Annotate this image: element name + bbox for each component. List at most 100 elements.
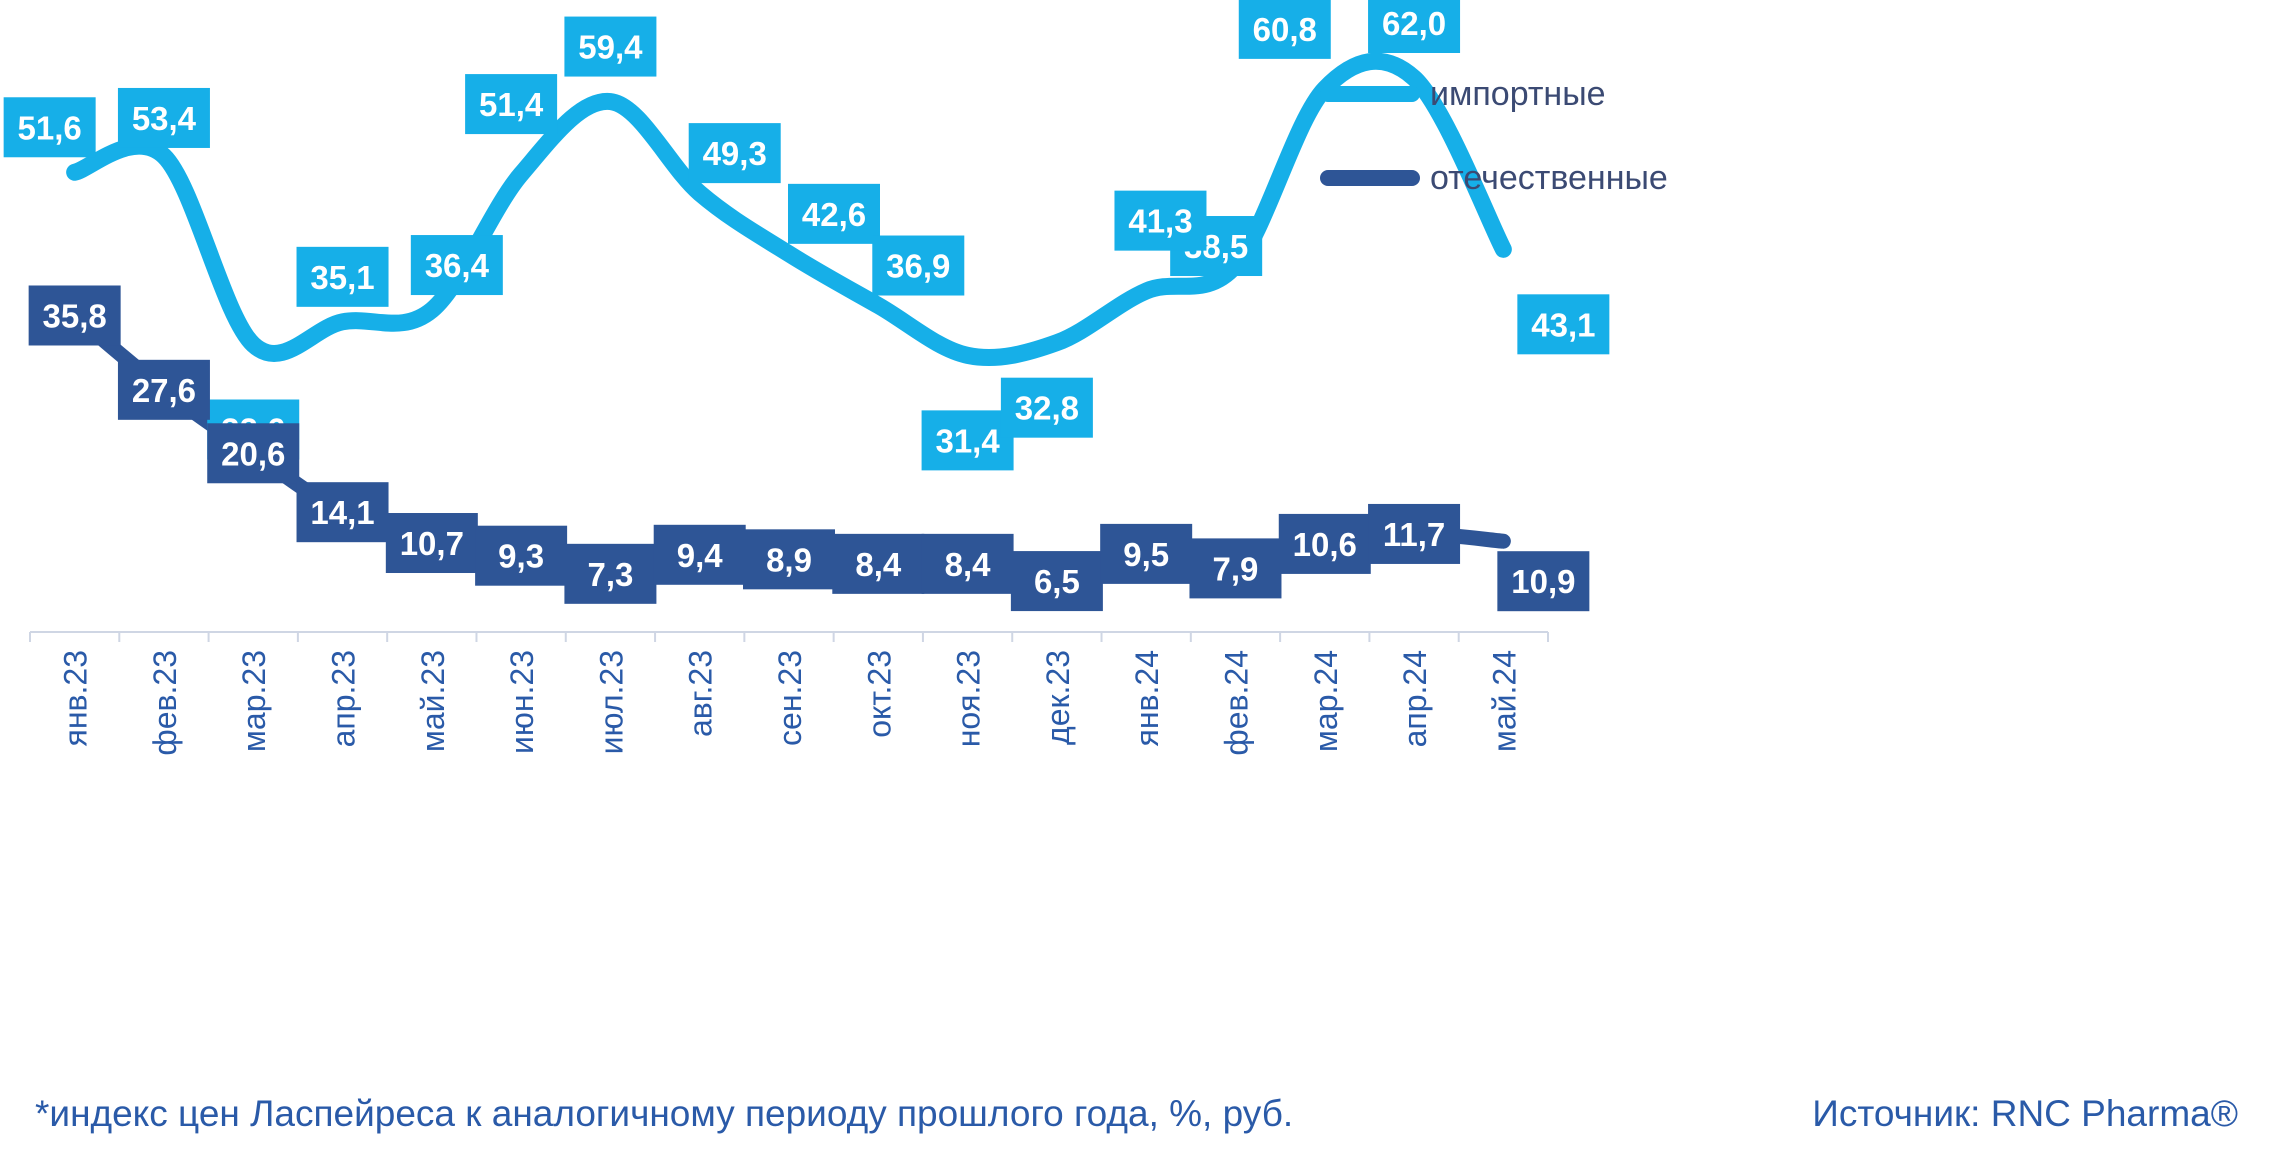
data-label-text: 9,3 (498, 538, 544, 575)
data-label-text: 59,4 (578, 29, 643, 66)
data-label-domestic: 27,6 (117, 359, 210, 420)
data-label-text: 6,5 (1034, 563, 1080, 600)
data-label-text: 32,8 (1015, 390, 1079, 427)
x-tick-label: дек.23 (1040, 650, 1076, 745)
data-label-box (1517, 294, 1610, 355)
data-label-imports: 62,0 (1368, 0, 1461, 53)
data-label-text: 27,6 (132, 372, 196, 409)
data-label-text: 51,4 (479, 86, 544, 123)
data-label-box (1238, 0, 1331, 59)
legend-label-domestic: отечественные (1430, 158, 1668, 197)
x-tick-label: янв.23 (58, 650, 94, 746)
data-label-domestic: 7,9 (1189, 538, 1282, 599)
data-label-imports: 36,9 (872, 235, 965, 296)
x-tick-label: ноя.23 (951, 650, 987, 747)
x-tick-label: авг.23 (683, 650, 719, 737)
data-label-box (1100, 523, 1193, 584)
data-label-text: 7,3 (587, 556, 633, 593)
data-label-box (1497, 551, 1590, 612)
data-label-box (117, 359, 210, 420)
data-label-text: 35,1 (310, 259, 374, 296)
data-label-text: 60,8 (1253, 11, 1317, 48)
data-label-text: 8,9 (766, 541, 812, 578)
data-label-box (410, 235, 503, 296)
data-label-text: 8,4 (855, 546, 902, 583)
data-label-domestic: 14,1 (296, 482, 389, 543)
x-tick-label: фев.24 (1218, 650, 1254, 756)
data-label-domestic: 20,6 (207, 423, 300, 484)
source-note: Источник: RNC Pharma® (1812, 1093, 2238, 1134)
data-label-text: 10,7 (400, 525, 464, 562)
data-label-domestic: 8,4 (921, 533, 1014, 594)
x-tick-label: май.23 (415, 650, 451, 752)
data-label-imports: 32,8 (1000, 377, 1093, 438)
data-label-box (688, 123, 781, 184)
data-label-text: 43,1 (1531, 306, 1595, 343)
data-label-domestic: 8,9 (743, 529, 835, 590)
data-label-text: 62,0 (1382, 5, 1446, 42)
data-label-imports: 51,6 (3, 97, 96, 158)
data-label-text: 20,6 (221, 435, 285, 472)
data-label-domestic: 11,7 (1368, 503, 1461, 564)
data-label-box (564, 543, 657, 604)
x-tick-label: апр.24 (1397, 650, 1433, 747)
data-label-text: 14,1 (310, 494, 374, 531)
data-label-box (564, 16, 657, 77)
data-label-box (872, 235, 965, 296)
data-label-domestic: 10,7 (385, 513, 478, 574)
data-label-text: 10,6 (1293, 526, 1357, 563)
data-label-domestic: 7,3 (564, 543, 657, 604)
data-label-box (1010, 551, 1103, 612)
data-label-box (832, 533, 925, 594)
legend-swatch-imports (1320, 86, 1420, 102)
x-tick-label: сен.23 (772, 650, 808, 746)
data-label-box (3, 97, 96, 158)
data-label-box (1368, 503, 1461, 564)
data-label-text: 36,4 (425, 247, 490, 284)
x-tick-label: фев.23 (147, 650, 183, 756)
data-label-box (296, 482, 389, 543)
data-label-box (465, 74, 558, 135)
data-label-box (1189, 538, 1282, 599)
data-label-domestic: 6,5 (1010, 551, 1103, 612)
data-label-imports: 60,8 (1238, 0, 1331, 59)
legend-item-imports: импортные (1320, 52, 1668, 136)
x-tick-label: окт.23 (861, 650, 897, 738)
data-label-box (1278, 513, 1371, 574)
x-tick-label: июн.23 (504, 650, 540, 754)
data-label-text: 10,9 (1511, 563, 1575, 600)
data-label-text: 36,9 (886, 248, 950, 285)
data-label-text: 9,4 (677, 537, 724, 574)
data-label-domestic: 9,5 (1100, 523, 1193, 584)
data-label-imports: 49,3 (688, 123, 781, 184)
x-tick-label: июл.23 (593, 650, 629, 754)
legend-swatch-domestic (1320, 170, 1420, 186)
data-label-text: 8,4 (945, 546, 992, 583)
data-label-box (788, 183, 880, 244)
data-label-text: 9,5 (1123, 536, 1169, 573)
data-label-box (385, 513, 478, 574)
data-label-box (743, 529, 835, 590)
data-label-box (1368, 0, 1461, 53)
data-label-domestic: 9,4 (653, 524, 746, 585)
data-label-text: 11,7 (1383, 516, 1445, 553)
data-label-box (921, 410, 1014, 471)
legend: импортные отечественные (1320, 52, 1668, 220)
x-tick-label: янв.24 (1129, 650, 1165, 746)
x-tick-label: мар.24 (1308, 650, 1344, 752)
data-label-imports: 43,1 (1517, 294, 1610, 355)
data-label-box (653, 524, 746, 585)
data-label-imports: 35,1 (296, 246, 389, 307)
data-label-domestic: 8,4 (832, 533, 925, 594)
data-label-imports: 41,3 (1114, 190, 1207, 251)
data-label-domestic: 10,9 (1497, 551, 1590, 612)
data-label-imports: 59,4 (564, 16, 657, 77)
legend-item-domestic: отечественные (1320, 136, 1668, 220)
series-line-imports (66, 52, 1512, 366)
data-label-text: 41,3 (1128, 203, 1192, 240)
x-tick-label: май.24 (1486, 650, 1522, 752)
data-label-text: 31,4 (935, 422, 1000, 459)
data-label-box (28, 285, 121, 346)
data-label-imports: 31,4 (921, 410, 1014, 471)
